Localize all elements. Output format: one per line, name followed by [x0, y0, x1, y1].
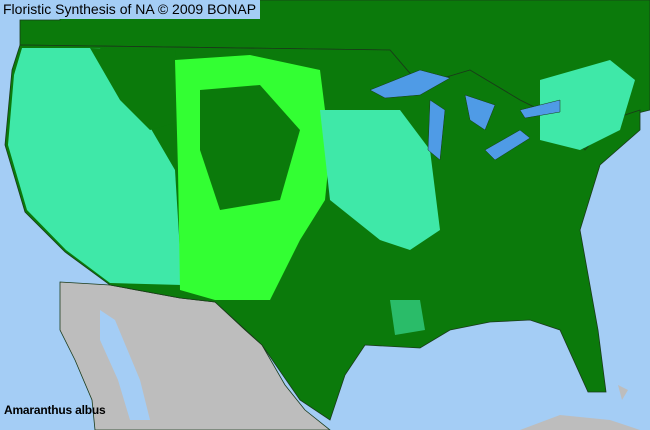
baja — [100, 310, 150, 420]
northeast-teal-region — [540, 60, 635, 150]
idaho-montana-dark — [90, 48, 185, 130]
plains-dark-patch — [200, 85, 300, 210]
map-title: Floristic Synthesis of NA © 2009 BONAP — [0, 0, 261, 19]
bahamas — [618, 385, 628, 400]
great-lakes — [369, 69, 561, 161]
midwest-teal-region — [320, 110, 440, 250]
cuba — [520, 415, 640, 430]
south-teal-specks — [390, 300, 425, 335]
west-teal-region — [8, 48, 182, 285]
species-label: Amaranthus albus — [4, 403, 106, 417]
